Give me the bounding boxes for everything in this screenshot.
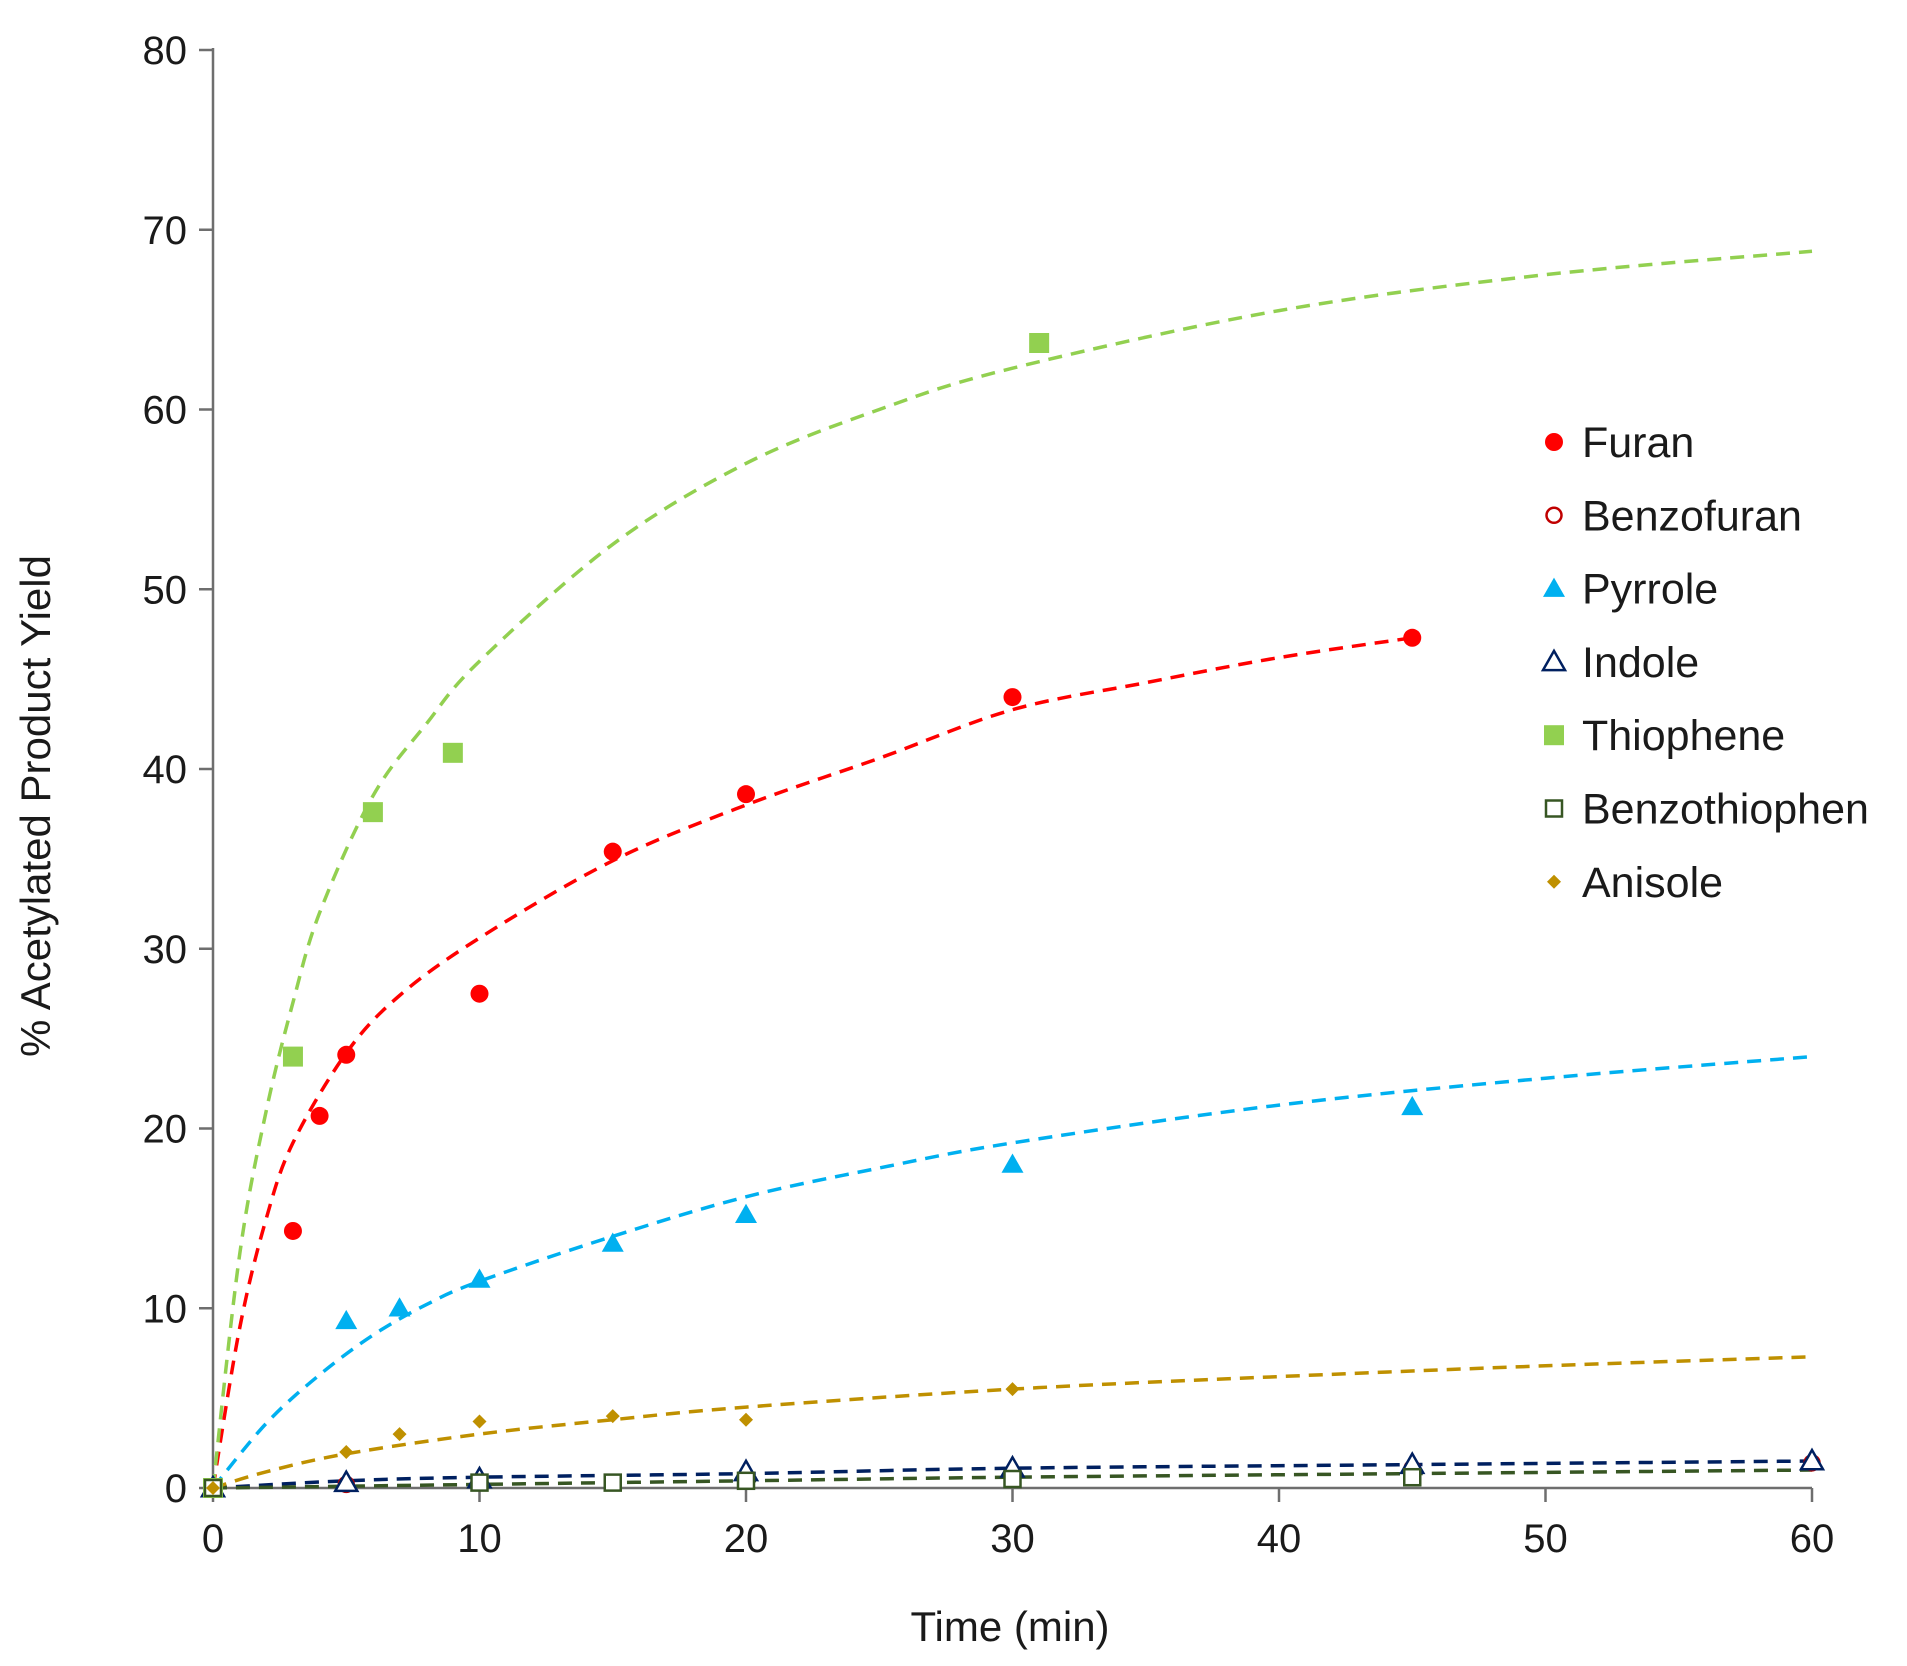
data-point-pyrrole: [1001, 1153, 1024, 1173]
legend-marker-benzothiophen: [1544, 799, 1564, 818]
data-point-thiophene: [282, 1046, 303, 1067]
y-tick-label: 10: [143, 1287, 188, 1331]
data-point-pyrrole: [335, 1309, 358, 1330]
data-point-benzothiophen: [603, 1473, 622, 1492]
y-tick-label: 30: [143, 928, 188, 972]
data-point-indole: [1798, 1447, 1826, 1471]
data-point-furan: [337, 1045, 356, 1064]
legend-marker-benzofuran: [1545, 506, 1563, 525]
y-tick-label: 50: [143, 568, 188, 612]
data-point-anisole: [739, 1412, 753, 1427]
data-point-anisole: [1005, 1382, 1020, 1397]
legend-marker-pyrrole: [1543, 577, 1565, 597]
data-point-pyrrole: [388, 1297, 411, 1317]
data-point-benzothiophen: [1403, 1467, 1422, 1487]
data-point-pyrrole: [1401, 1095, 1424, 1116]
axes-group: 0 10 20 30 40 50 60 70 80 0 10 20 30 40 50 60: [143, 29, 1835, 1561]
data-point-benzothiophen: [1003, 1469, 1022, 1489]
x-tick-label: 10: [457, 1517, 502, 1561]
data-point-furan: [283, 1221, 302, 1240]
y-tick-label: 20: [143, 1108, 188, 1152]
data-point-furan: [1003, 688, 1022, 707]
data-point-anisole: [206, 1481, 220, 1495]
y-tick-label: 60: [143, 389, 188, 433]
data-point-benzothiophen: [470, 1473, 489, 1492]
data-point-furan: [310, 1106, 329, 1125]
legend-label-benzofuran: Benzofuran: [1582, 492, 1802, 540]
data-point-furan: [603, 842, 622, 861]
x-tick-label: 0: [202, 1517, 224, 1561]
y-tick-label: 80: [143, 29, 188, 73]
legend-marker-thiophene: [1544, 725, 1564, 746]
data-point-pyrrole: [735, 1203, 757, 1224]
data-point-benzothiophen: [736, 1471, 756, 1491]
x-tick-label: 20: [724, 1517, 769, 1561]
legend-label-thiophene: Thiophene: [1582, 712, 1785, 760]
legend: Furan Benzofuran Pyrrole Indole Thiophene Ben…: [1540, 419, 1869, 907]
legend-marker-anisole: [1547, 874, 1561, 889]
data-point-indole: [333, 1469, 360, 1493]
fit-line-thiophene: [211, 249, 1813, 1489]
legend-label-benzothiophen: Benzothiophen: [1582, 786, 1869, 834]
data-point-thiophene: [1029, 332, 1050, 353]
data-point-anisole: [472, 1414, 487, 1429]
x-tick-label: 60: [1790, 1517, 1835, 1561]
legend-label-pyrrole: Pyrrole: [1582, 566, 1718, 614]
y-tick-label: 40: [143, 748, 188, 792]
fit-line-pyrrole: [211, 1054, 1813, 1490]
data-point-anisole: [392, 1427, 407, 1442]
y-tick-label: 70: [143, 209, 188, 253]
x-axis-title: Time (min): [910, 1603, 1109, 1650]
data-point-furan: [470, 984, 489, 1003]
data-point-pyrrole: [601, 1232, 624, 1252]
x-tick-label: 50: [1523, 1517, 1568, 1561]
data-point-furan: [737, 785, 755, 804]
legend-label-anisole: Anisole: [1582, 859, 1723, 907]
fit-line-benzothiophen: [212, 1468, 1813, 1490]
data-point-anisole: [339, 1445, 354, 1460]
fit-lines-group: [211, 249, 1813, 1490]
x-tick-label: 40: [1257, 1517, 1302, 1561]
fit-line-furan: [211, 636, 1413, 1489]
data-point-anisole: [605, 1409, 620, 1424]
fit-line-indole: [212, 1459, 1813, 1490]
data-point-thiophene: [362, 802, 383, 823]
legend-label-furan: Furan: [1582, 419, 1694, 467]
y-axis-title: % Acetylated Product Yield: [12, 555, 59, 1057]
legend-label-indole: Indole: [1582, 639, 1699, 687]
data-point-thiophene: [442, 742, 463, 763]
y-tick-label: 0: [165, 1467, 187, 1511]
data-point-furan: [1403, 628, 1422, 647]
data-points-group: [199, 332, 1826, 1498]
data-point-pyrrole: [468, 1268, 491, 1288]
x-tick-label: 30: [990, 1517, 1035, 1561]
legend-marker-indole: [1540, 648, 1568, 672]
legend-marker-furan: [1545, 433, 1563, 451]
